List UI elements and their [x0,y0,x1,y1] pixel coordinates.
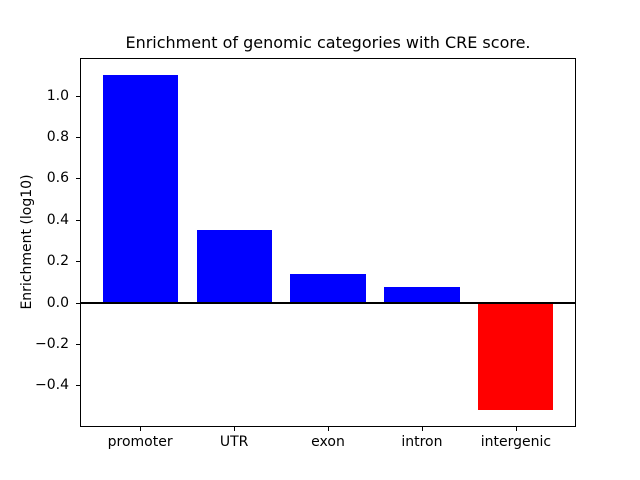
x-tick [234,427,236,431]
y-tick [76,385,80,387]
y-tick-label: 0.2 [46,253,69,270]
y-tick [76,178,80,180]
y-tick-label: −0.4 [35,377,69,394]
bar-promoter [102,74,178,303]
y-tick-label: 0.8 [46,128,69,145]
y-tick [76,95,80,97]
y-tick [76,261,80,263]
x-tick-label: promoter [107,434,173,450]
y-tick-label: 0.0 [46,294,69,311]
x-tick [515,427,517,431]
y-tick-label: −0.2 [35,336,69,352]
bar-exon [290,273,366,303]
y-axis-label: Enrichment (log10) [19,174,35,310]
x-tick-label: UTR [219,434,249,450]
bar-UTR [196,230,272,303]
y-tick-label: 0.4 [46,211,69,228]
y-tick-label: 0.6 [46,170,69,187]
y-tick [76,302,80,304]
x-tick [328,427,329,431]
bar-intergenic [478,302,554,411]
x-tick-label: exon [311,434,345,450]
y-tick [76,344,80,345]
x-tick [140,427,142,431]
chart-title: Enrichment of genomic categories with CR… [125,33,531,52]
y-tick [76,219,80,221]
x-tick-label: intergenic [480,434,552,450]
x-tick [421,427,423,431]
bar-intron [384,287,460,303]
y-tick-label: 1.0 [46,87,69,104]
y-tick [76,136,80,138]
x-tick-label: intron [401,434,443,450]
zero-line [80,301,576,304]
